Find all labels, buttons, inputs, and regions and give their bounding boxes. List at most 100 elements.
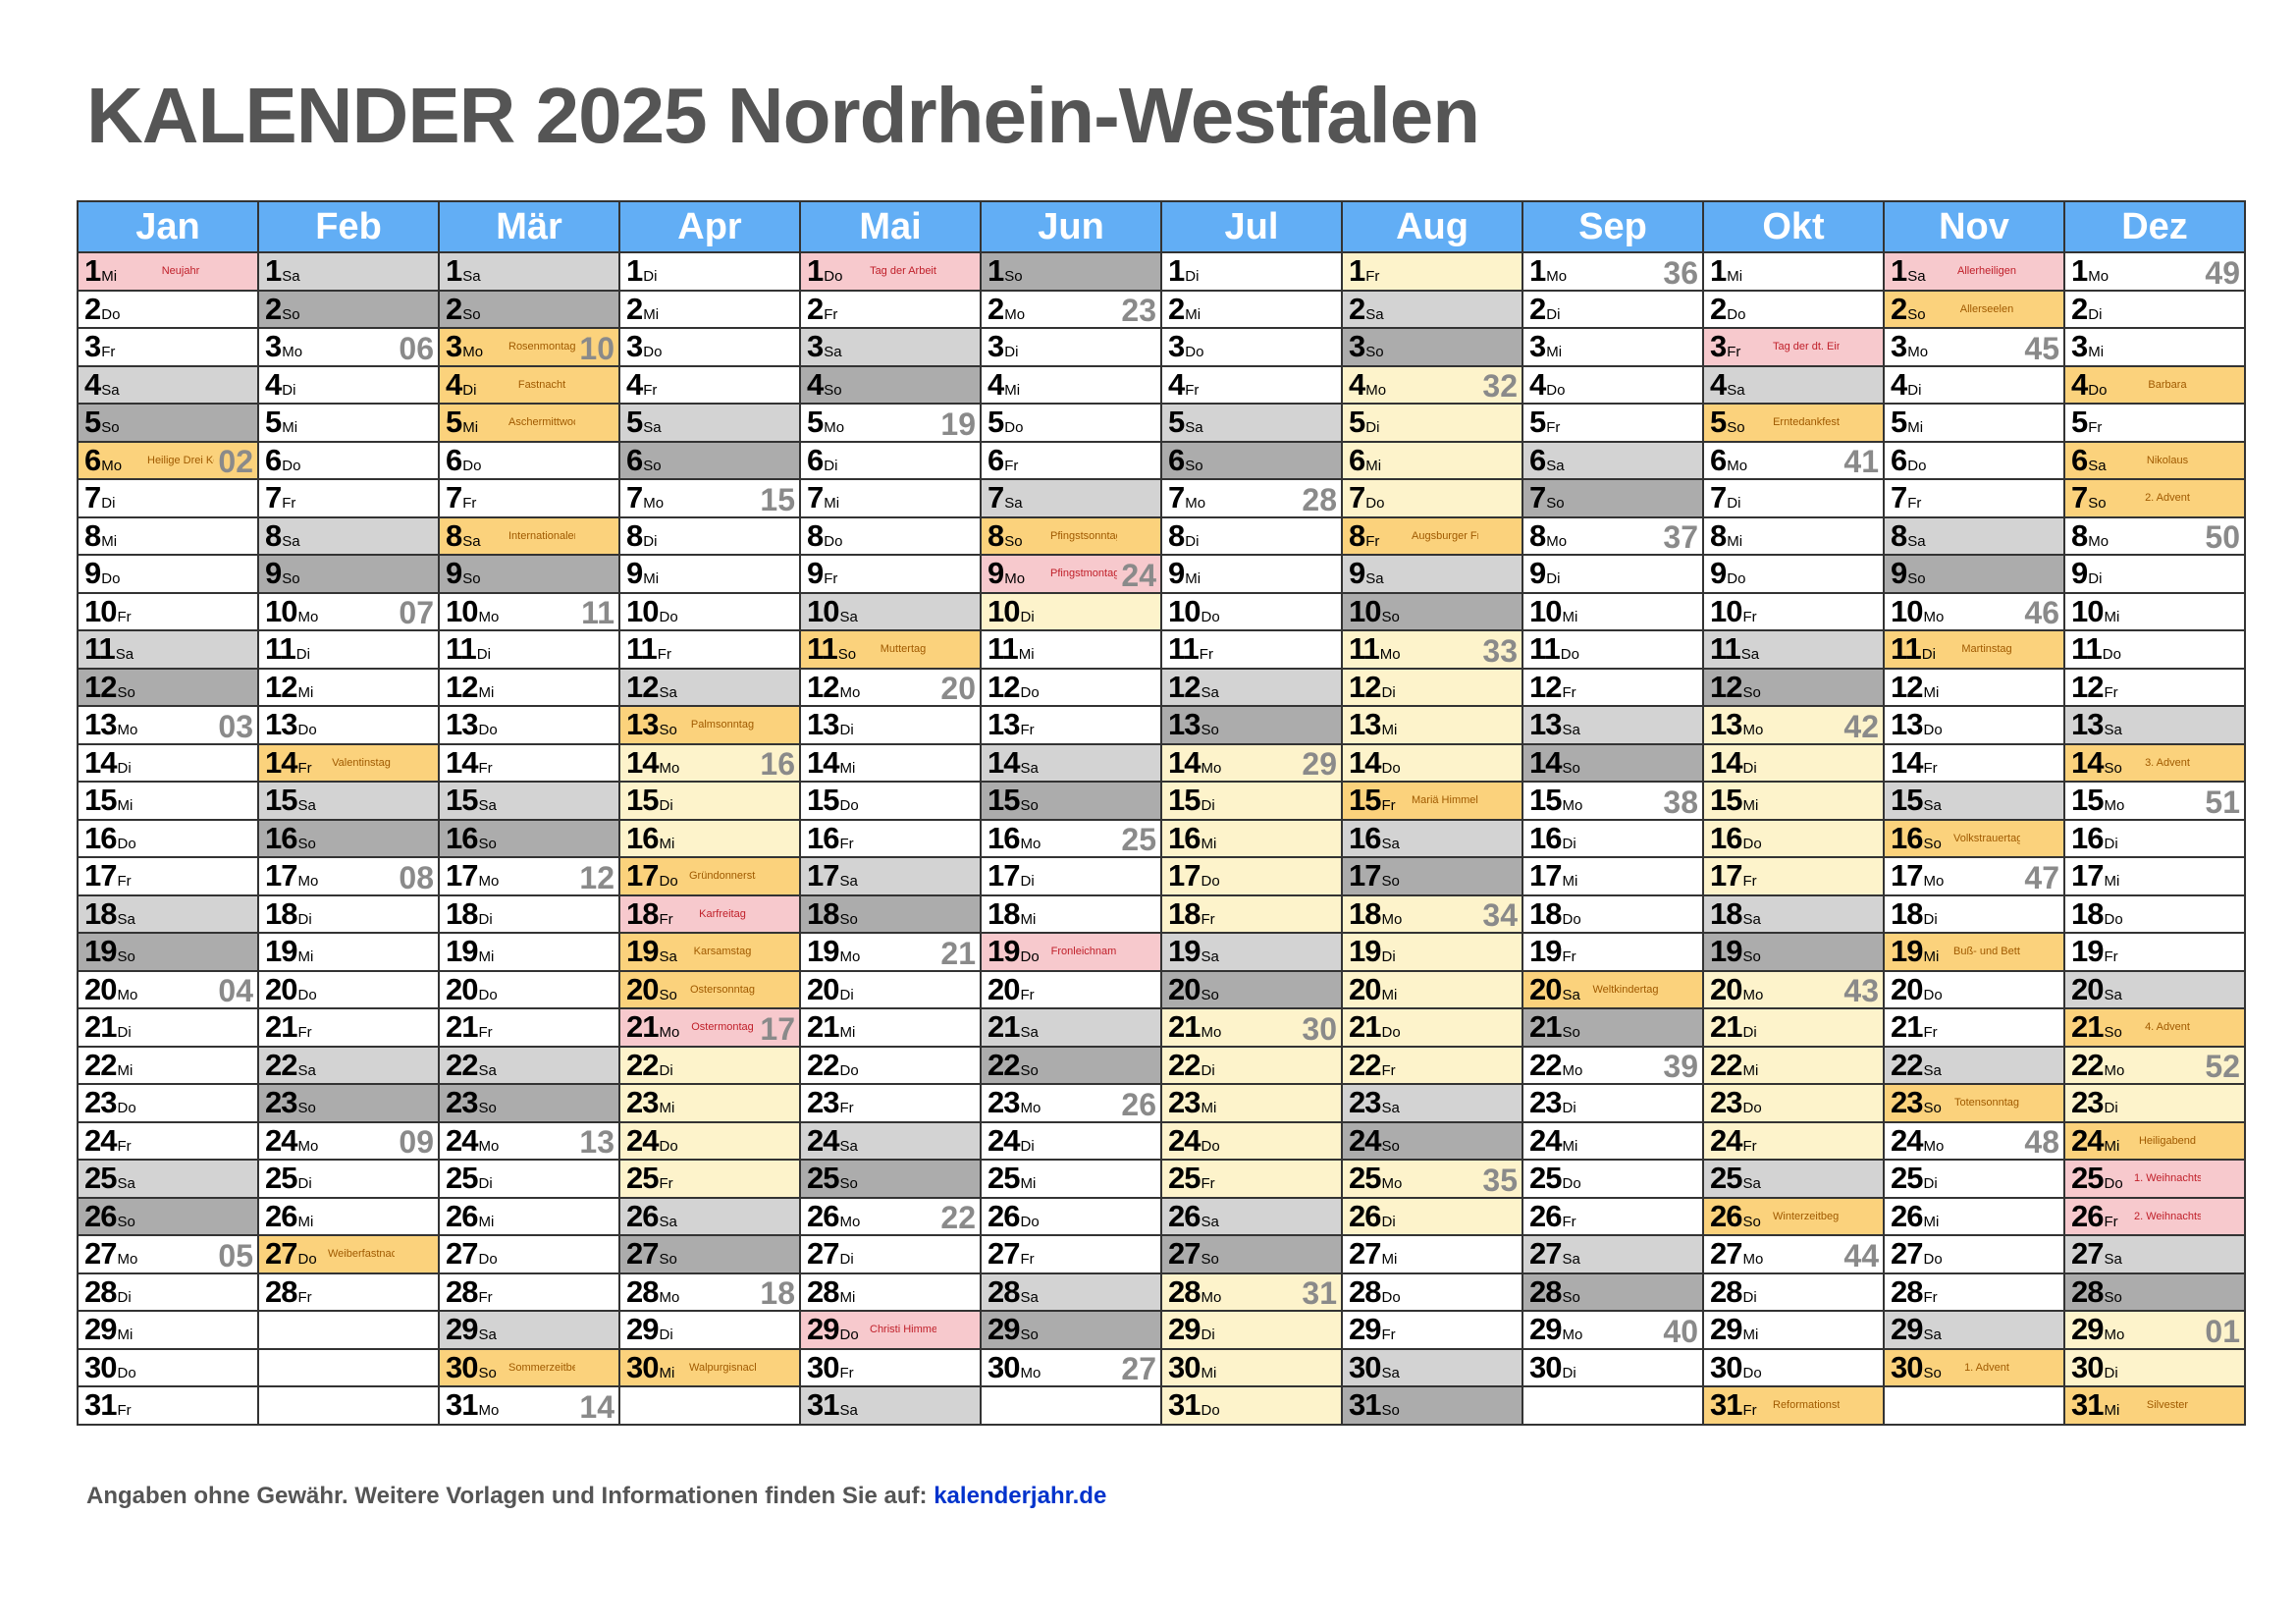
day-cell[interactable]: 17Mo 47 [1883, 856, 2065, 896]
day-cell[interactable]: 21So [1522, 1007, 1704, 1048]
day-cell[interactable]: 19Do Fronleichnam [980, 932, 1162, 972]
day-cell[interactable]: 26Di [1341, 1196, 1523, 1236]
day-cell[interactable]: 15Di [618, 781, 801, 821]
day-cell[interactable]: 21Fr [438, 1007, 620, 1048]
day-cell[interactable]: 1Do Tag der Arbeit [799, 251, 982, 292]
day-cell[interactable]: 24Mi [1522, 1120, 1704, 1161]
day-cell[interactable]: 28Mi [799, 1272, 982, 1312]
day-cell[interactable]: 9Do [1702, 554, 1885, 594]
day-cell[interactable]: 27Fr [980, 1234, 1162, 1274]
day-cell[interactable]: 23Sa [1341, 1083, 1523, 1123]
day-cell[interactable]: 17Di [980, 856, 1162, 896]
day-cell[interactable]: 17Mi [2063, 856, 2246, 896]
day-cell[interactable]: 4Do [1522, 364, 1704, 405]
day-cell[interactable]: 26Sa [1160, 1196, 1343, 1236]
day-cell[interactable]: 30Do [1702, 1347, 1885, 1387]
day-cell[interactable]: 7Di [1702, 478, 1885, 518]
day-cell[interactable]: 27Di [799, 1234, 982, 1274]
day-cell[interactable]: 30Fr [799, 1347, 982, 1387]
day-cell[interactable]: 29Fr [1341, 1310, 1523, 1350]
day-cell[interactable]: 25Do 1. Weihnachtstag [2063, 1159, 2246, 1199]
day-cell[interactable]: 9Di [2063, 554, 2246, 594]
day-cell[interactable]: 11So Muttertag [799, 629, 982, 670]
day-cell[interactable]: 13Di [799, 705, 982, 745]
day-cell[interactable]: 21Mi [799, 1007, 982, 1048]
day-cell[interactable]: 1Fr [1341, 251, 1523, 292]
day-cell[interactable]: 5So Erntedankfest [1702, 403, 1885, 443]
day-cell[interactable]: 2So [257, 289, 440, 329]
day-cell[interactable]: 11Sa [1702, 629, 1885, 670]
day-cell[interactable]: 21Fr [257, 1007, 440, 1048]
day-cell[interactable]: 7So [1522, 478, 1704, 518]
day-cell[interactable]: 4Mo 32 [1341, 364, 1523, 405]
day-cell[interactable]: 26Fr [1522, 1196, 1704, 1236]
day-cell[interactable]: 20Sa [2063, 969, 2246, 1009]
day-cell[interactable]: 19So [1702, 932, 1885, 972]
day-cell[interactable]: 15Sa [257, 781, 440, 821]
day-cell[interactable]: 15Sa [1883, 781, 2065, 821]
day-cell[interactable]: 14Mi [799, 742, 982, 783]
day-cell[interactable]: 9So [1883, 554, 2065, 594]
day-cell[interactable]: 28Di [77, 1272, 259, 1312]
day-cell[interactable]: 18Fr [1160, 893, 1343, 934]
day-cell[interactable]: 23So [438, 1083, 620, 1123]
day-cell[interactable]: 9Mi [1160, 554, 1343, 594]
day-cell[interactable]: 18Mi [980, 893, 1162, 934]
day-cell[interactable]: 20Fr [980, 969, 1162, 1009]
day-cell[interactable]: 4Mi [980, 364, 1162, 405]
day-cell[interactable]: 19Mi [257, 932, 440, 972]
day-cell[interactable]: 19Fr [2063, 932, 2246, 972]
day-cell[interactable]: 6Mi [1341, 440, 1523, 480]
day-cell[interactable]: 30Do [77, 1347, 259, 1387]
day-cell[interactable]: 12So [77, 667, 259, 707]
day-cell[interactable]: 13Mo 03 [77, 705, 259, 745]
day-cell[interactable]: 3Fr [77, 327, 259, 367]
day-cell[interactable]: 14So 3. Advent [2063, 742, 2246, 783]
day-cell[interactable]: 21So 4. Advent [2063, 1007, 2246, 1048]
day-cell[interactable]: 26So Winterzeitbeginn [1702, 1196, 1885, 1236]
day-cell[interactable]: 23Di [1522, 1083, 1704, 1123]
day-cell[interactable]: 2Mi [1160, 289, 1343, 329]
day-cell[interactable]: 30Mi Walpurgisnacht [618, 1347, 801, 1387]
day-cell[interactable]: 3Fr Tag der dt. Einheit [1702, 327, 1885, 367]
day-cell[interactable]: 15Mi [1702, 781, 1885, 821]
day-cell[interactable]: 16Fr [799, 818, 982, 858]
day-cell[interactable]: 3Mo 45 [1883, 327, 2065, 367]
day-cell[interactable]: 27Mo 44 [1702, 1234, 1885, 1274]
day-cell[interactable]: 17Sa [799, 856, 982, 896]
day-cell[interactable]: 12Sa [1160, 667, 1343, 707]
day-cell[interactable]: 10Di [980, 591, 1162, 631]
day-cell[interactable]: 8Di [618, 515, 801, 556]
day-cell[interactable]: 22So [980, 1045, 1162, 1085]
day-cell[interactable]: 24So [1341, 1120, 1523, 1161]
day-cell[interactable]: 2Di [2063, 289, 2246, 329]
day-cell[interactable]: 22Sa [438, 1045, 620, 1085]
day-cell[interactable]: 7Fr [438, 478, 620, 518]
day-cell[interactable]: 7Sa [980, 478, 1162, 518]
day-cell[interactable]: 14Di [1702, 742, 1885, 783]
day-cell[interactable]: 30Mo 27 [980, 1347, 1162, 1387]
day-cell[interactable]: 30So 1. Advent [1883, 1347, 2065, 1387]
day-cell[interactable]: 16Do [77, 818, 259, 858]
day-cell[interactable]: 26Mo 22 [799, 1196, 982, 1236]
day-cell[interactable]: 14Di [77, 742, 259, 783]
day-cell[interactable]: 16Di [1522, 818, 1704, 858]
day-cell[interactable]: 7Fr [257, 478, 440, 518]
day-cell[interactable]: 8Fr Augsburger Friedensfest [1341, 515, 1523, 556]
day-cell[interactable]: 27Sa [1522, 1234, 1704, 1274]
day-cell[interactable]: 18Fr Karfreitag [618, 893, 801, 934]
day-cell[interactable]: 13Mo 42 [1702, 705, 1885, 745]
day-cell[interactable]: 4Sa [1702, 364, 1885, 405]
day-cell[interactable]: 5Do [980, 403, 1162, 443]
day-cell[interactable]: 15Mi [77, 781, 259, 821]
day-cell[interactable]: 14So [1522, 742, 1704, 783]
day-cell[interactable]: 9Fr [799, 554, 982, 594]
day-cell[interactable]: 6Do [438, 440, 620, 480]
day-cell[interactable]: 18Mo 34 [1341, 893, 1523, 934]
day-cell[interactable]: 22Di [1160, 1045, 1343, 1085]
day-cell[interactable]: 1Di [618, 251, 801, 292]
day-cell[interactable]: 14Fr [438, 742, 620, 783]
day-cell[interactable]: 25Mo 35 [1341, 1159, 1523, 1199]
day-cell[interactable]: 3Mi [1522, 327, 1704, 367]
day-cell[interactable]: 6Di [799, 440, 982, 480]
